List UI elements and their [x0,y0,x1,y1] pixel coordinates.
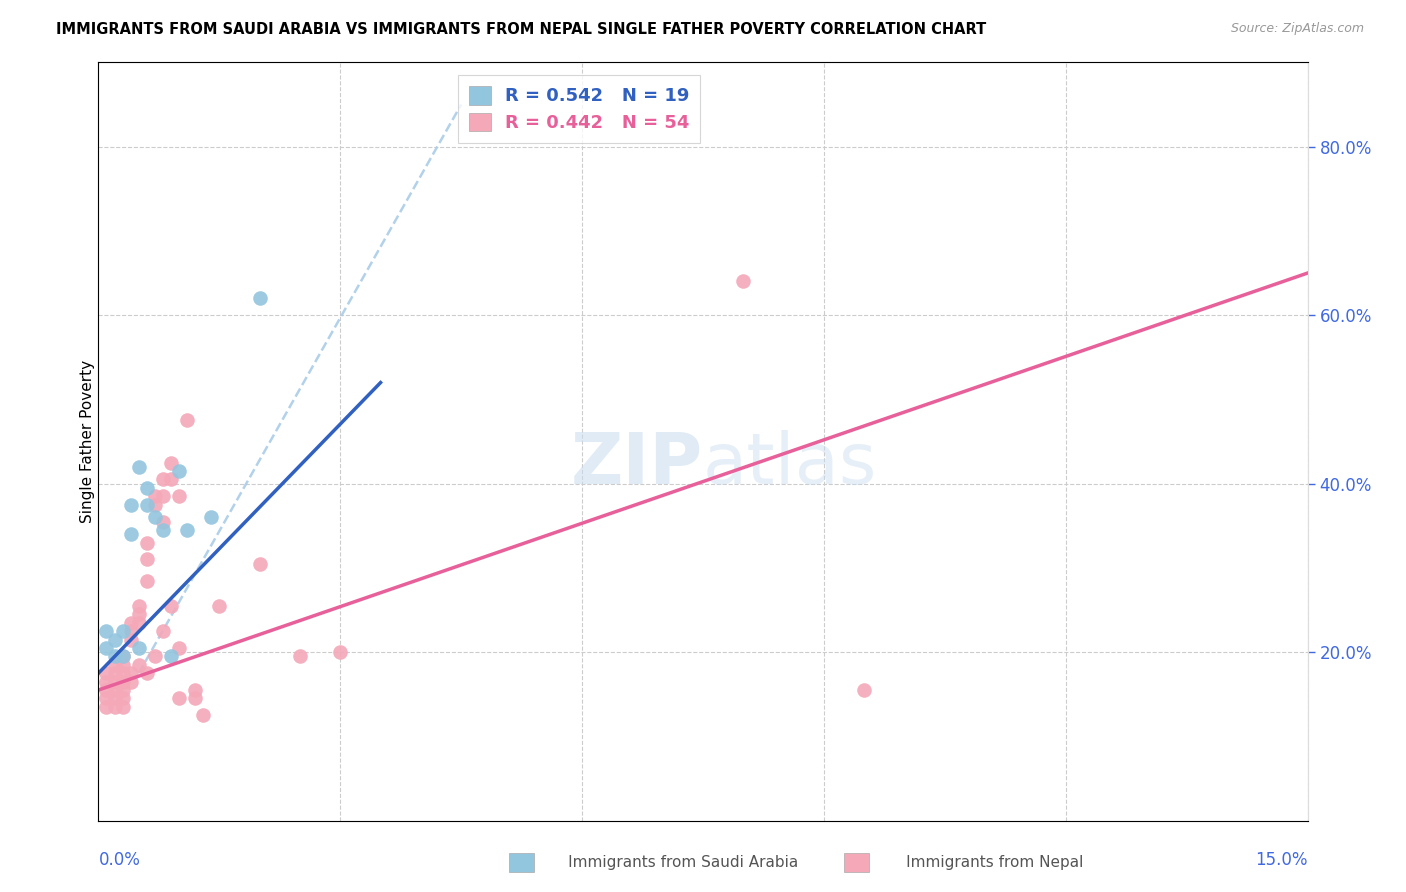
Point [111,666,134,681]
Y-axis label: Single Father Poverty: Single Father Poverty [80,360,94,523]
Point [135,552,157,566]
Point [143,489,166,503]
Point [111,674,134,689]
Point [152,624,174,639]
Point [329,645,352,659]
Point [103,674,125,689]
Point [103,632,125,647]
Point [167,489,190,503]
Text: Source: ZipAtlas.com: Source: ZipAtlas.com [1230,22,1364,36]
Point [152,489,174,503]
Point [160,599,183,613]
Point [96,640,118,655]
Point [128,657,150,672]
Point [167,691,190,706]
Point [96,691,118,706]
Point [208,599,231,613]
Point [160,649,183,664]
Point [160,456,183,470]
Point [135,574,157,588]
Text: IMMIGRANTS FROM SAUDI ARABIA VS IMMIGRANTS FROM NEPAL SINGLE FATHER POVERTY CORR: IMMIGRANTS FROM SAUDI ARABIA VS IMMIGRAN… [56,22,987,37]
Point [143,510,166,524]
Point [249,557,271,571]
Point [135,481,157,495]
Point [111,657,134,672]
Point [120,674,142,689]
Point [96,666,118,681]
Point [135,535,157,549]
Point [176,523,198,537]
Point [120,615,142,630]
Point [184,691,207,706]
Point [128,459,150,474]
Point [120,527,142,541]
Point [135,666,157,681]
Point [152,515,174,529]
Point [152,473,174,487]
Point [288,649,311,664]
Text: ZIP: ZIP [571,430,703,499]
Point [160,473,183,487]
Point [111,649,134,664]
Point [128,640,150,655]
Text: 15.0%: 15.0% [1256,851,1308,869]
Point [853,683,876,698]
Point [176,413,198,427]
Text: atlas: atlas [703,430,877,499]
Point [128,607,150,622]
Point [249,291,271,305]
Point [128,615,150,630]
Point [103,683,125,698]
Text: 0.0%: 0.0% [98,851,141,869]
Point [120,666,142,681]
Point [120,498,142,512]
Point [96,699,118,714]
Point [143,649,166,664]
Point [143,498,166,512]
Point [103,666,125,681]
Point [103,691,125,706]
Point [111,683,134,698]
Point [135,498,157,512]
Point [184,683,207,698]
Point [733,275,755,289]
Point [103,699,125,714]
Point [111,699,134,714]
Point [200,510,222,524]
Point [120,632,142,647]
Point [120,624,142,639]
Point [103,649,125,664]
Point [96,683,118,698]
Point [193,708,215,723]
Text: Immigrants from Saudi Arabia: Immigrants from Saudi Arabia [534,855,799,870]
Point [152,523,174,537]
Point [111,624,134,639]
Point [128,599,150,613]
Legend: R = 0.542   N = 19, R = 0.442   N = 54: R = 0.542 N = 19, R = 0.442 N = 54 [458,75,700,143]
Point [167,464,190,478]
Text: Immigrants from Nepal: Immigrants from Nepal [872,855,1083,870]
Point [167,640,190,655]
Point [111,691,134,706]
Point [103,657,125,672]
Point [96,624,118,639]
Point [96,674,118,689]
Point [111,649,134,664]
